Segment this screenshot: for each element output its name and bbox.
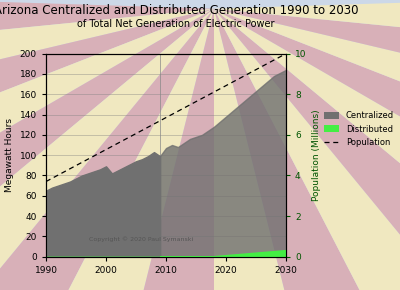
Polygon shape [214, 9, 400, 290]
Polygon shape [214, 9, 400, 284]
Polygon shape [0, 0, 214, 87]
Text: Arizona Centralized and Distributed Generation 1990 to 2030: Arizona Centralized and Distributed Gene… [0, 4, 358, 17]
Polygon shape [214, 9, 400, 290]
Polygon shape [214, 0, 400, 87]
Legend: Centralized, Distributed, Population: Centralized, Distributed, Population [324, 111, 394, 147]
Polygon shape [214, 9, 357, 290]
Polygon shape [0, 9, 214, 290]
Polygon shape [214, 9, 400, 290]
Polygon shape [0, 9, 214, 188]
Polygon shape [0, 9, 214, 290]
Text: Copyright © 2020 Paul Symanski: Copyright © 2020 Paul Symanski [89, 237, 194, 242]
Polygon shape [71, 9, 214, 290]
Polygon shape [0, 9, 214, 290]
Y-axis label: Population (Millions): Population (Millions) [312, 109, 321, 201]
Polygon shape [0, 9, 214, 284]
Polygon shape [214, 9, 400, 188]
Text: of Total Net Generation of Electric Power: of Total Net Generation of Electric Powe… [77, 19, 275, 29]
Y-axis label: Megawatt Hours: Megawatt Hours [5, 118, 14, 192]
Polygon shape [214, 9, 400, 290]
Polygon shape [0, 9, 214, 290]
Polygon shape [214, 9, 400, 290]
Polygon shape [0, 9, 214, 290]
